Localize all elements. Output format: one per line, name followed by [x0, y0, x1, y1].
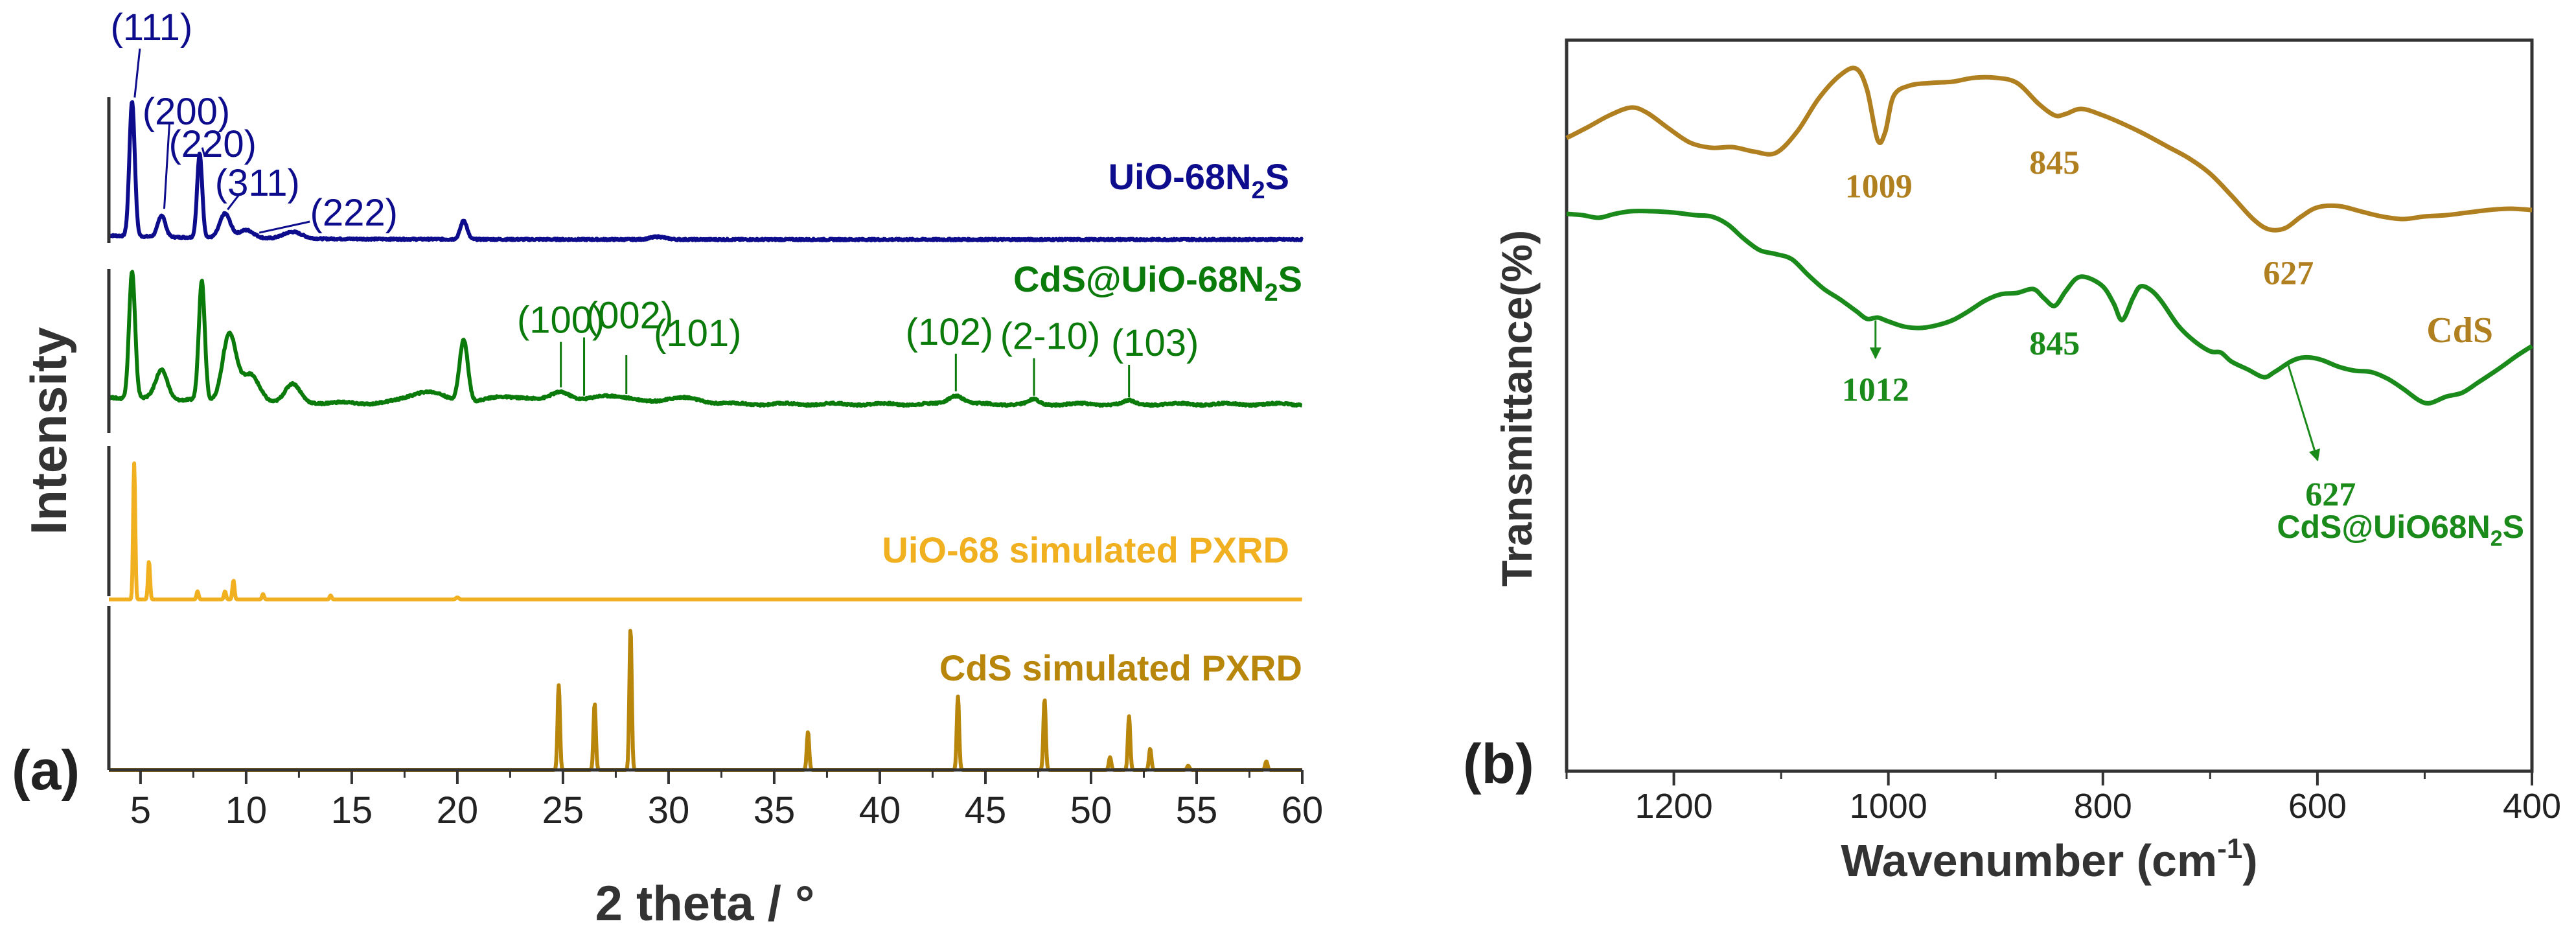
series-label-cds-uio68n2s: CdS@UiO-68N2S	[1013, 259, 1302, 307]
a-x-tick-label: 35	[753, 789, 796, 831]
a-peak-label: (222)	[310, 192, 398, 234]
b-x-tick-label: 1000	[1850, 787, 1927, 826]
a-x-tick-label: 5	[130, 789, 151, 831]
b-panel-label: (b)	[1463, 733, 1534, 795]
series-label-uio68n2s: UiO-68N2S	[1109, 156, 1289, 204]
a-peak-leader	[201, 147, 206, 157]
a-peak-leader	[259, 220, 310, 234]
series-label-cds-sim: CdS simulated PXRD	[939, 647, 1302, 688]
a-x-tick-label: 40	[859, 789, 901, 831]
a-series-line-cds-uio68n2s	[107, 270, 1304, 408]
b-peak-label: 845	[2029, 145, 2080, 181]
a-peak-label: (311)	[215, 162, 300, 204]
panel-b: 1009 845 627 1012 845 627 1200 1000 800 600 400 T…	[1463, 38, 2561, 886]
a-series-line-uio68n2s	[108, 100, 1304, 242]
a-peak-label: (100)	[517, 299, 604, 342]
a-peak-leader	[227, 194, 240, 211]
b-x-tick-label: 400	[2503, 787, 2561, 826]
panel-a: (111) (200)(220)(311)(222) (100)(002)(101)…	[12, 6, 1323, 931]
b-x-tick-label: 1200	[1635, 787, 1712, 826]
b-plot-frame	[1565, 38, 2534, 773]
b-y-axis-title: Transmittance(%)	[1493, 230, 1541, 587]
a-x-tick-label: 25	[542, 789, 584, 831]
a-peak-leader	[133, 48, 141, 98]
b-peak-label: 1012	[1842, 371, 1909, 408]
a-series-line-uio68-sim	[108, 461, 1304, 601]
a-x-tick-label: 60	[1282, 789, 1324, 831]
a-x-tick-label: 10	[225, 789, 268, 831]
b-series-line-cds-uio	[1566, 209, 2533, 406]
b-x-axis-title: Wavenumber (cm-1)	[1841, 833, 2257, 886]
a-peak-label: (103)	[1111, 322, 1199, 364]
a-peak-label: (101)	[654, 312, 741, 354]
a-x-tick-label: 15	[331, 789, 373, 831]
b-peak-label: 627	[2305, 476, 2356, 513]
a-x-tick-label: 30	[648, 789, 690, 831]
b-peak-label: 1009	[1845, 168, 1913, 205]
a-peak-label: (2-10)	[1000, 316, 1101, 358]
ftir-label-cds-uio: CdS@UiO68N2S	[2277, 509, 2524, 551]
b-peak-label: 845	[2029, 325, 2080, 362]
a-peak-leader	[163, 122, 171, 209]
b-x-tick-label: 600	[2288, 787, 2347, 826]
a-peak-label: (111)	[110, 6, 192, 49]
a-peak-label: (102)	[906, 311, 993, 353]
a-peak-label: (200)	[143, 91, 230, 133]
a-x-tick-label: 55	[1176, 789, 1218, 831]
b-series-line-cds	[1565, 65, 2533, 233]
a-x-axis-title: 2 theta / °	[595, 876, 815, 931]
a-y-axis-title: Intensity	[20, 327, 77, 535]
a-x-tick-label: 20	[437, 789, 479, 831]
b-peak-label: 627	[2263, 255, 2314, 292]
a-peak-label: (220)	[168, 123, 256, 165]
ftir-label-cds: CdS	[2426, 310, 2493, 351]
a-x-tick-label: 50	[1070, 789, 1112, 831]
a-peak-label: (002)	[586, 295, 673, 337]
series-label-uio68-sim: UiO-68 simulated PXRD	[882, 529, 1289, 570]
a-x-tick-label: 45	[965, 789, 1007, 831]
b-x-tick-label: 800	[2074, 787, 2132, 826]
a-panel-label: (a)	[12, 739, 80, 802]
b-peak-arrow	[2287, 365, 2321, 461]
